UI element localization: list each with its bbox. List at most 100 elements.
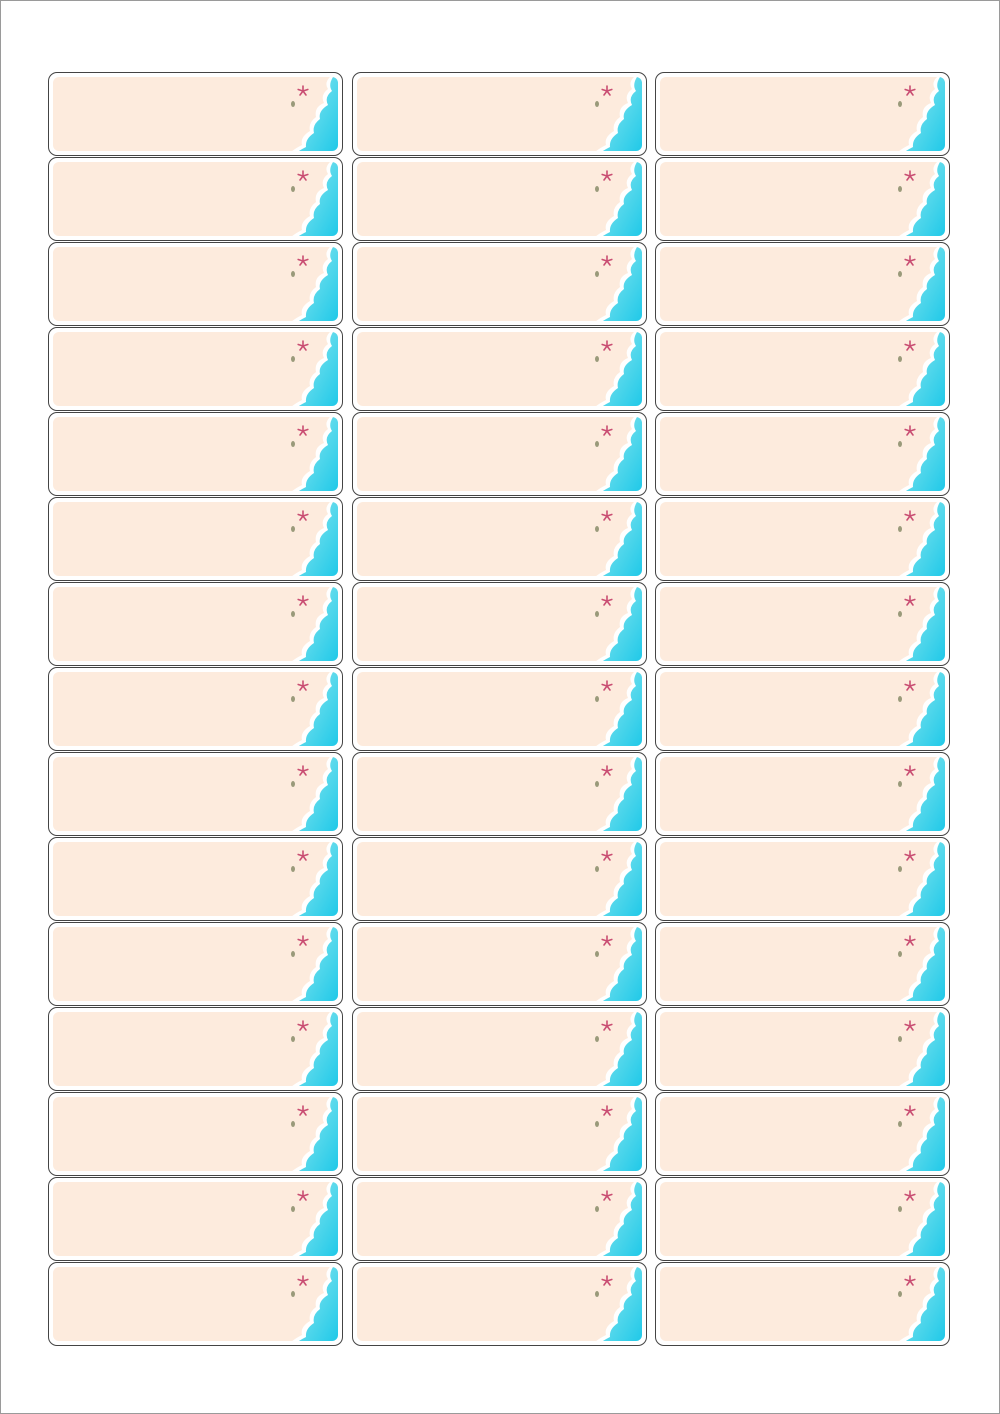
- address-label[interactable]: [351, 242, 647, 326]
- address-label[interactable]: [48, 412, 343, 496]
- starfish-icon: [904, 1105, 916, 1116]
- address-label[interactable]: [655, 667, 950, 751]
- address-label[interactable]: [48, 582, 343, 666]
- address-label[interactable]: [351, 837, 647, 921]
- address-label[interactable]: [351, 922, 647, 1006]
- address-label[interactable]: [351, 667, 647, 751]
- label-artwork: [53, 1267, 338, 1341]
- ocean-wave-graphic: [898, 927, 945, 1001]
- address-label[interactable]: [48, 667, 343, 751]
- address-label[interactable]: [48, 1177, 343, 1261]
- address-label[interactable]: [655, 1177, 950, 1261]
- starfish-icon: [600, 680, 613, 691]
- starfish-icon: [297, 680, 309, 691]
- seashell-icon: [291, 1291, 295, 1297]
- address-label[interactable]: [351, 1262, 647, 1346]
- address-label[interactable]: [655, 1092, 950, 1176]
- label-artwork: [660, 1267, 945, 1341]
- starfish-icon: [297, 425, 309, 436]
- address-label[interactable]: [351, 752, 647, 836]
- ocean-wave-graphic: [291, 757, 338, 831]
- ocean-wave-graphic: [898, 587, 945, 661]
- ocean-wave-graphic: [594, 502, 642, 576]
- address-label[interactable]: [655, 497, 950, 581]
- starfish-icon: [297, 935, 309, 946]
- address-label[interactable]: [48, 837, 343, 921]
- starfish-icon: [600, 510, 613, 521]
- label-artwork: [660, 247, 945, 321]
- address-label[interactable]: [48, 1262, 343, 1346]
- address-label[interactable]: [655, 1007, 950, 1091]
- seashell-icon: [291, 696, 295, 702]
- starfish-icon: [600, 1105, 613, 1116]
- address-label[interactable]: [655, 242, 950, 326]
- address-label[interactable]: [351, 72, 647, 156]
- address-label[interactable]: [655, 582, 950, 666]
- seashell-icon: [291, 1206, 295, 1212]
- starfish-icon: [600, 85, 613, 96]
- address-label[interactable]: [655, 72, 950, 156]
- ocean-wave-graphic: [291, 502, 338, 576]
- address-label[interactable]: [351, 582, 647, 666]
- ocean-wave-graphic: [594, 77, 642, 151]
- address-label[interactable]: [351, 1092, 647, 1176]
- seashell-icon: [594, 866, 599, 872]
- label-artwork: [356, 927, 642, 1001]
- ocean-wave-graphic: [291, 842, 338, 916]
- address-label[interactable]: [655, 327, 950, 411]
- seashell-icon: [594, 271, 599, 277]
- address-label[interactable]: [351, 1007, 647, 1091]
- address-label[interactable]: [655, 157, 950, 241]
- seashell-icon: [898, 696, 902, 702]
- seashell-icon: [291, 441, 295, 447]
- starfish-icon: [600, 1020, 613, 1031]
- seashell-icon: [291, 1121, 295, 1127]
- address-label[interactable]: [48, 497, 343, 581]
- address-label[interactable]: [351, 412, 647, 496]
- address-label[interactable]: [655, 837, 950, 921]
- seashell-icon: [594, 526, 599, 532]
- address-label[interactable]: [48, 752, 343, 836]
- address-label[interactable]: [48, 72, 343, 156]
- ocean-wave-graphic: [594, 927, 642, 1001]
- seashell-icon: [291, 271, 295, 277]
- address-label[interactable]: [351, 327, 647, 411]
- address-label[interactable]: [48, 327, 343, 411]
- label-artwork: [356, 672, 642, 746]
- address-label[interactable]: [48, 242, 343, 326]
- ocean-wave-graphic: [291, 587, 338, 661]
- address-label[interactable]: [48, 1092, 343, 1176]
- ocean-wave-graphic: [291, 417, 338, 491]
- seashell-icon: [291, 951, 295, 957]
- starfish-icon: [297, 1105, 309, 1116]
- seashell-icon: [291, 101, 295, 107]
- address-label[interactable]: [48, 157, 343, 241]
- starfish-icon: [297, 85, 309, 96]
- starfish-icon: [297, 850, 309, 861]
- label-artwork: [660, 417, 945, 491]
- address-label[interactable]: [655, 752, 950, 836]
- seashell-icon: [898, 781, 902, 787]
- ocean-wave-graphic: [898, 672, 945, 746]
- address-label[interactable]: [351, 1177, 647, 1261]
- ocean-wave-graphic: [898, 842, 945, 916]
- address-label[interactable]: [655, 922, 950, 1006]
- starfish-icon: [904, 170, 916, 181]
- label-artwork: [53, 162, 338, 236]
- starfish-icon: [297, 510, 309, 521]
- starfish-icon: [904, 935, 916, 946]
- address-label[interactable]: [655, 1262, 950, 1346]
- address-label[interactable]: [48, 922, 343, 1006]
- address-label[interactable]: [48, 1007, 343, 1091]
- address-label[interactable]: [351, 157, 647, 241]
- address-label[interactable]: [655, 412, 950, 496]
- starfish-icon: [297, 255, 309, 266]
- label-artwork: [53, 247, 338, 321]
- ocean-wave-graphic: [594, 247, 642, 321]
- address-label[interactable]: [351, 497, 647, 581]
- seashell-icon: [898, 356, 902, 362]
- starfish-icon: [297, 1020, 309, 1031]
- label-artwork: [53, 842, 338, 916]
- label-artwork: [356, 77, 642, 151]
